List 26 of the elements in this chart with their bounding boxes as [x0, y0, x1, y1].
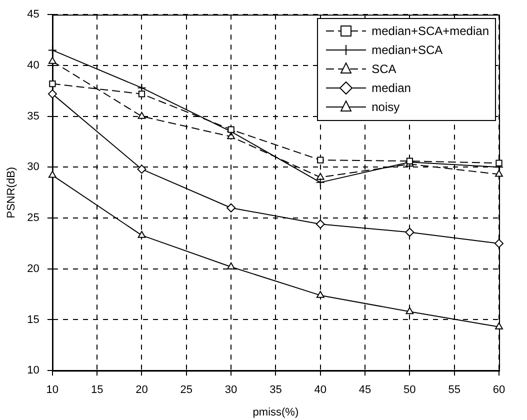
x-tick-label: 20 — [136, 384, 148, 396]
y-tick-label: 20 — [27, 262, 40, 275]
y-tick-label: 35 — [27, 110, 40, 122]
y-tick-label: 45 — [27, 8, 40, 21]
legend-label: noisy — [372, 100, 400, 114]
y-axis-title: PSNR(dB) — [6, 166, 18, 218]
y-tick-label: 15 — [27, 314, 40, 326]
y-tick-label: 10 — [27, 364, 40, 377]
x-axis-title: pmiss(%) — [252, 406, 299, 418]
x-tick-label: 55 — [448, 384, 460, 396]
x-tick-label: 10 — [46, 384, 59, 396]
x-tick-label: 30 — [224, 384, 238, 396]
x-tick-label: 25 — [180, 384, 193, 396]
x-tick-label: 40 — [314, 384, 326, 396]
y-tick-label: 30 — [27, 161, 40, 174]
x-tick-label: 15 — [90, 384, 104, 396]
legend-label: median+SCA+median — [372, 24, 489, 38]
y-tick-label: 25 — [27, 212, 40, 224]
x-tick-label: 45 — [358, 384, 372, 396]
legend-label: median — [372, 81, 411, 96]
x-tick-label: 50 — [404, 384, 416, 396]
x-tick-label: 60 — [492, 384, 506, 396]
y-tick-label: 40 — [27, 59, 40, 72]
legend-label: SCA — [372, 62, 396, 76]
x-tick-label: 35 — [270, 384, 282, 396]
legend-label: median+SCA — [372, 43, 443, 58]
